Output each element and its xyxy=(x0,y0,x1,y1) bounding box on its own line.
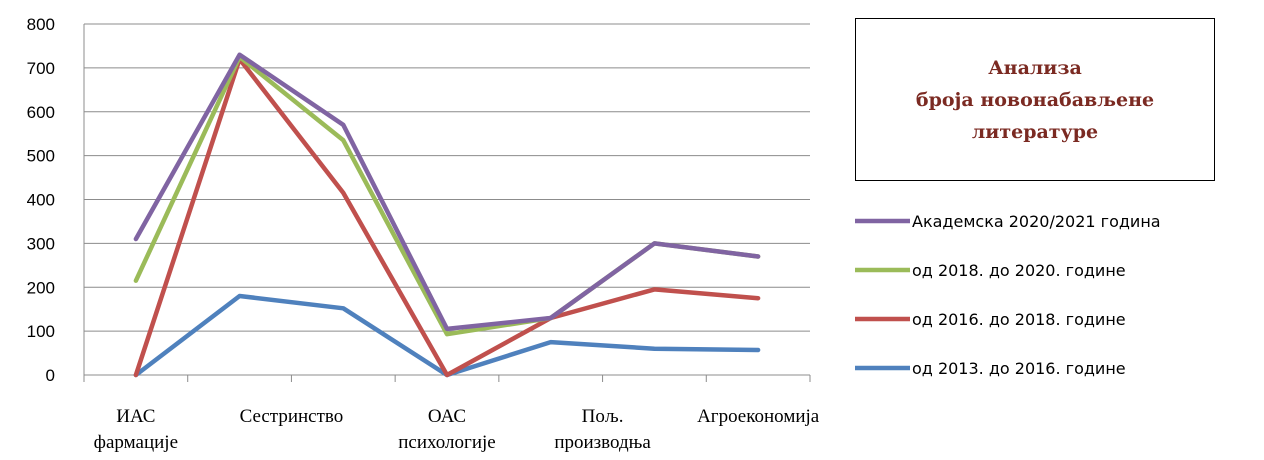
y-tick-label: 800 xyxy=(27,15,55,34)
x-axis-category-labels: ИАС фармације Сестринство ОАС психологије Пољ… xyxy=(94,406,820,453)
x-category-label: фармације xyxy=(94,432,178,453)
y-tick-label: 500 xyxy=(27,147,55,166)
chart-title-line-2: броја новонабављене xyxy=(915,88,1155,111)
gridlines xyxy=(84,23,810,332)
legend-label: од 2016. до 2018. године xyxy=(912,310,1126,329)
x-category-label: производња xyxy=(554,432,651,453)
y-axis-tick-labels: 0 100 200 300 400 500 600 700 800 xyxy=(27,15,55,385)
x-category-label: ИАС xyxy=(116,406,155,427)
chart-title-line-1: Анализа xyxy=(988,56,1082,79)
y-tick-label: 600 xyxy=(27,103,55,122)
x-category-label: психологије xyxy=(398,432,495,453)
series-lines xyxy=(133,52,761,378)
y-tick-label: 100 xyxy=(27,322,55,341)
y-tick-label: 300 xyxy=(27,234,55,253)
y-tick-label: 200 xyxy=(27,278,55,297)
chart-title-box: Анализа броја новонабављене литературе xyxy=(855,18,1215,181)
x-category-label: Агроекономија xyxy=(697,406,820,427)
y-tick-label: 400 xyxy=(27,191,55,210)
x-category-label: Пољ. xyxy=(582,406,624,427)
legend-label: од 2018. до 2020. године xyxy=(912,261,1126,280)
series-line xyxy=(133,52,761,332)
x-category-label: Сестринство xyxy=(240,406,344,427)
chart-title-line-3: литературе xyxy=(971,120,1099,143)
y-tick-label: 700 xyxy=(27,59,55,78)
x-category-label: ОАС xyxy=(428,406,466,427)
series-line xyxy=(133,54,761,337)
y-tick-label: 0 xyxy=(46,366,55,385)
legend-label: Академска 2020/2021 година xyxy=(912,212,1161,231)
legend-label: од 2013. до 2016. године xyxy=(912,359,1126,378)
legend: Академска 2020/2021 година од 2018. до 20… xyxy=(855,212,1161,378)
